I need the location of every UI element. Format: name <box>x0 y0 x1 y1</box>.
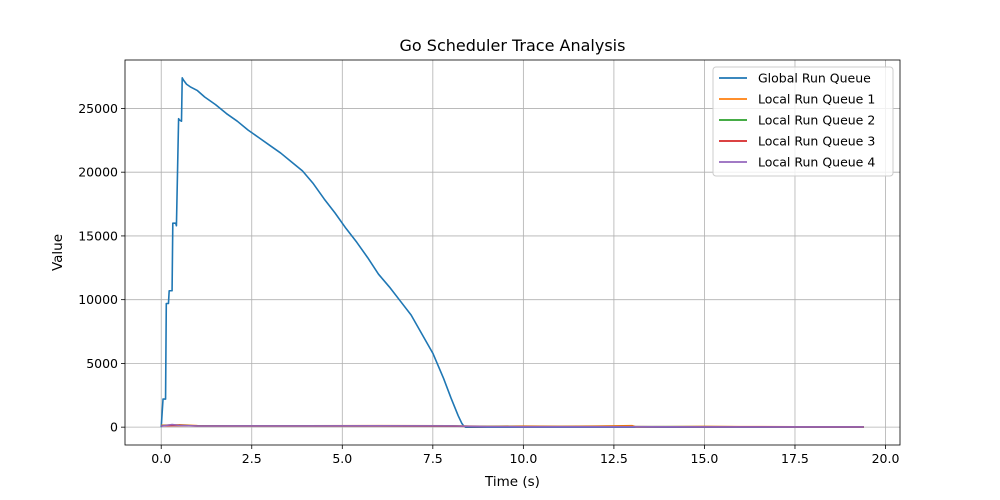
legend-entry: Global Run Queue <box>758 71 871 86</box>
y-tick-label: 20000 <box>78 165 118 180</box>
x-tick-label: 7.5 <box>423 451 443 466</box>
x-tick-label: 12.5 <box>600 451 628 466</box>
y-axis-ticks: 0 5000 10000 15000 20000 25000 <box>78 101 125 435</box>
x-axis-label: Time (s) <box>484 474 540 490</box>
legend-entry: Local Run Queue 1 <box>758 92 875 107</box>
chart-title: Go Scheduler Trace Analysis <box>400 36 626 55</box>
y-tick-label: 0 <box>110 420 118 435</box>
axes <box>124 59 901 446</box>
x-tick-label: 20.0 <box>872 451 900 466</box>
legend-entry: Local Run Queue 4 <box>758 155 875 170</box>
x-tick-label: 2.5 <box>242 451 262 466</box>
x-tick-label: 0.0 <box>151 451 171 466</box>
legend-entry: Local Run Queue 3 <box>758 134 875 149</box>
x-tick-label: 10.0 <box>509 451 537 466</box>
y-tick-label: 5000 <box>86 356 118 371</box>
x-tick-label: 15.0 <box>691 451 719 466</box>
plot-frame <box>124 59 901 446</box>
legend-box <box>712 66 894 177</box>
x-tick-label: 5.0 <box>332 451 352 466</box>
legend-entry: Local Run Queue 2 <box>758 113 875 128</box>
x-tick-label: 17.5 <box>781 451 809 466</box>
legend: Global Run Queue Local Run Queue 1 Local R… <box>712 66 894 177</box>
y-tick-label: 10000 <box>78 292 118 307</box>
y-tick-label: 15000 <box>78 228 118 243</box>
series-lines <box>160 77 864 428</box>
y-tick-label: 25000 <box>78 101 118 116</box>
x-axis-ticks: 0.0 2.5 5.0 7.5 10.0 12.5 15.0 17.5 20.0 <box>151 445 899 466</box>
y-axis-label: Value <box>50 234 66 271</box>
series-line-5 <box>161 423 864 428</box>
